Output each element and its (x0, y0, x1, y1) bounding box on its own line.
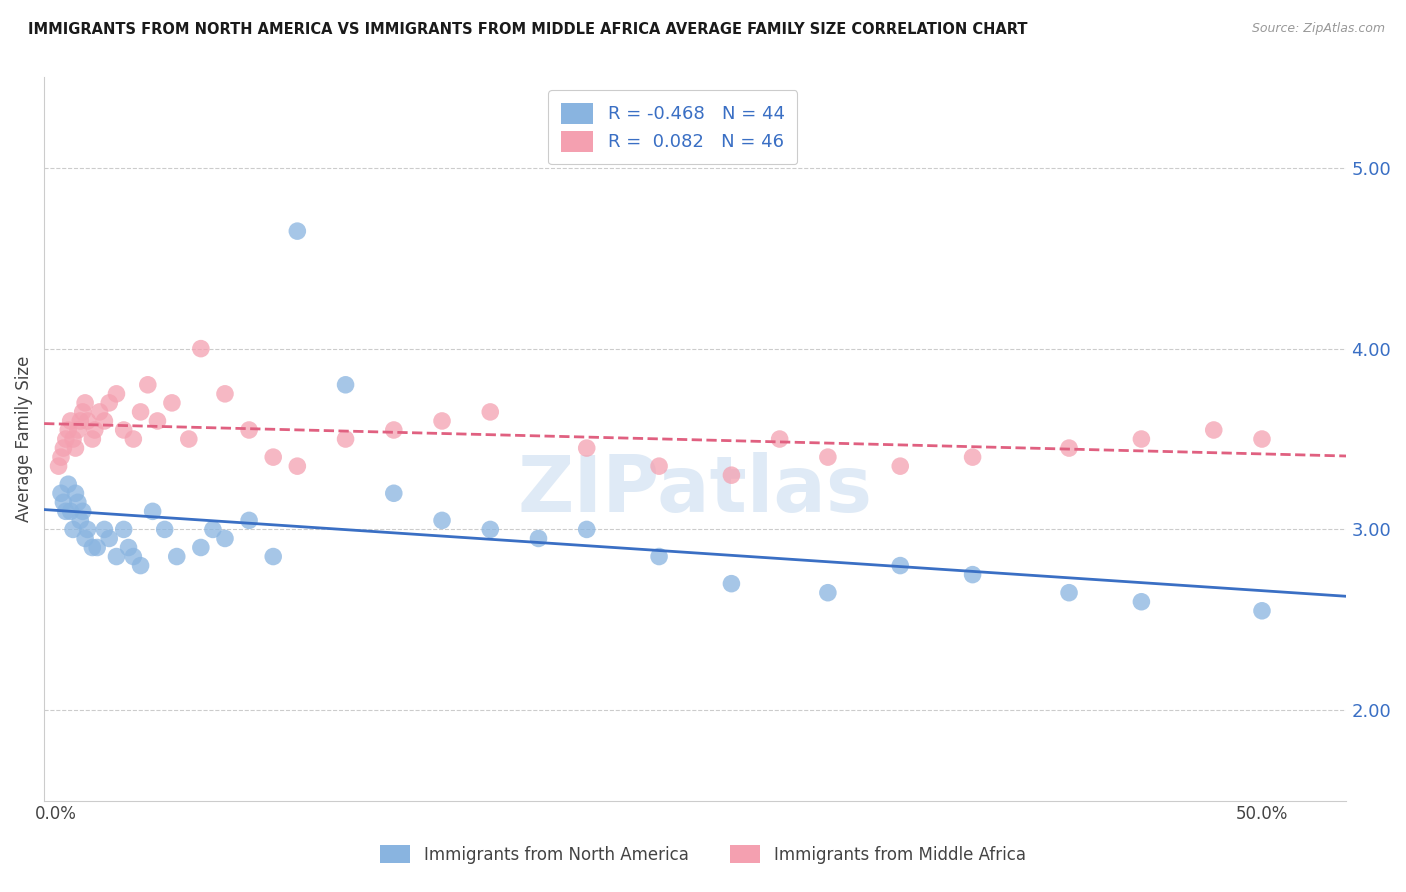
Point (105, 549, 128, 564)
Point (52, 441, 75, 455)
Point (382, 486, 405, 500)
Point (817, 585, 839, 599)
Point (122, 549, 145, 564)
Point (52, 495, 75, 509)
Point (117, 541, 139, 555)
Point (527, 532, 550, 546)
Point (82, 541, 104, 555)
Point (769, 432, 792, 446)
Point (66, 495, 89, 509)
Point (98, 396, 121, 410)
Point (49, 486, 72, 500)
Point (285, 224, 308, 238)
Point (1251, 604, 1274, 618)
Point (55, 432, 77, 446)
Point (49, 450, 72, 464)
Point (160, 396, 183, 410)
Point (201, 523, 224, 537)
Point (720, 576, 742, 591)
Point (129, 405, 152, 419)
Point (962, 450, 984, 464)
Point (93, 523, 115, 537)
Point (1130, 432, 1153, 446)
Point (335, 432, 357, 446)
Point (69, 513, 91, 527)
Point (112, 423, 135, 437)
Point (112, 523, 135, 537)
Point (575, 441, 598, 455)
Point (214, 387, 236, 401)
Point (136, 377, 159, 392)
Point (1251, 432, 1274, 446)
Text: ZIPatlas: ZIPatlas (517, 451, 873, 528)
Point (430, 414, 453, 428)
Point (142, 504, 165, 518)
Point (1057, 585, 1080, 599)
Point (105, 387, 128, 401)
Text: IMMIGRANTS FROM NORTH AMERICA VS IMMIGRANTS FROM MIDDLE AFRICA AVERAGE FAMILY SI: IMMIGRANTS FROM NORTH AMERICA VS IMMIGRA… (28, 22, 1028, 37)
Point (66, 423, 89, 437)
Point (190, 342, 212, 356)
Point (1057, 441, 1080, 455)
Text: Source: ZipAtlas.com: Source: ZipAtlas.com (1251, 22, 1385, 36)
Point (75, 396, 97, 410)
Point (238, 423, 260, 437)
Point (59, 414, 82, 428)
Point (262, 450, 284, 464)
Point (1202, 423, 1225, 437)
Point (648, 459, 671, 474)
Point (98, 532, 121, 546)
Point (62, 523, 84, 537)
Point (86, 541, 108, 555)
Point (817, 450, 839, 464)
Legend: Immigrants from North America, Immigrants from Middle Africa: Immigrants from North America, Immigrant… (374, 838, 1032, 871)
Point (76, 523, 98, 537)
Point (262, 549, 284, 564)
Point (889, 558, 911, 573)
Point (285, 459, 308, 474)
Point (177, 432, 200, 446)
Point (62, 432, 84, 446)
Point (575, 523, 598, 537)
Point (382, 423, 405, 437)
Point (65, 486, 87, 500)
Point (129, 558, 152, 573)
Point (190, 541, 212, 555)
Point (75, 532, 97, 546)
Point (58, 423, 80, 437)
Point (166, 549, 188, 564)
Point (479, 405, 502, 419)
Point (430, 513, 453, 527)
Point (69, 414, 91, 428)
Point (146, 414, 169, 428)
Point (214, 532, 236, 546)
Point (962, 567, 984, 582)
Point (72, 405, 94, 419)
Point (93, 414, 115, 428)
Point (238, 513, 260, 527)
Point (65, 441, 87, 455)
Point (1130, 595, 1153, 609)
Point (82, 432, 104, 446)
Point (58, 477, 80, 491)
Point (83, 423, 105, 437)
Point (648, 549, 671, 564)
Point (720, 468, 742, 483)
Point (59, 504, 82, 518)
Point (89, 405, 111, 419)
Y-axis label: Average Family Size: Average Family Size (15, 356, 32, 522)
Point (153, 523, 176, 537)
Legend: R = -0.468   N = 44, R =  0.082   N = 46: R = -0.468 N = 44, R = 0.082 N = 46 (548, 90, 797, 164)
Point (479, 523, 502, 537)
Point (335, 377, 357, 392)
Point (122, 432, 145, 446)
Point (72, 504, 94, 518)
Point (48, 459, 70, 474)
Point (55, 504, 77, 518)
Point (889, 459, 911, 474)
Point (76, 414, 98, 428)
